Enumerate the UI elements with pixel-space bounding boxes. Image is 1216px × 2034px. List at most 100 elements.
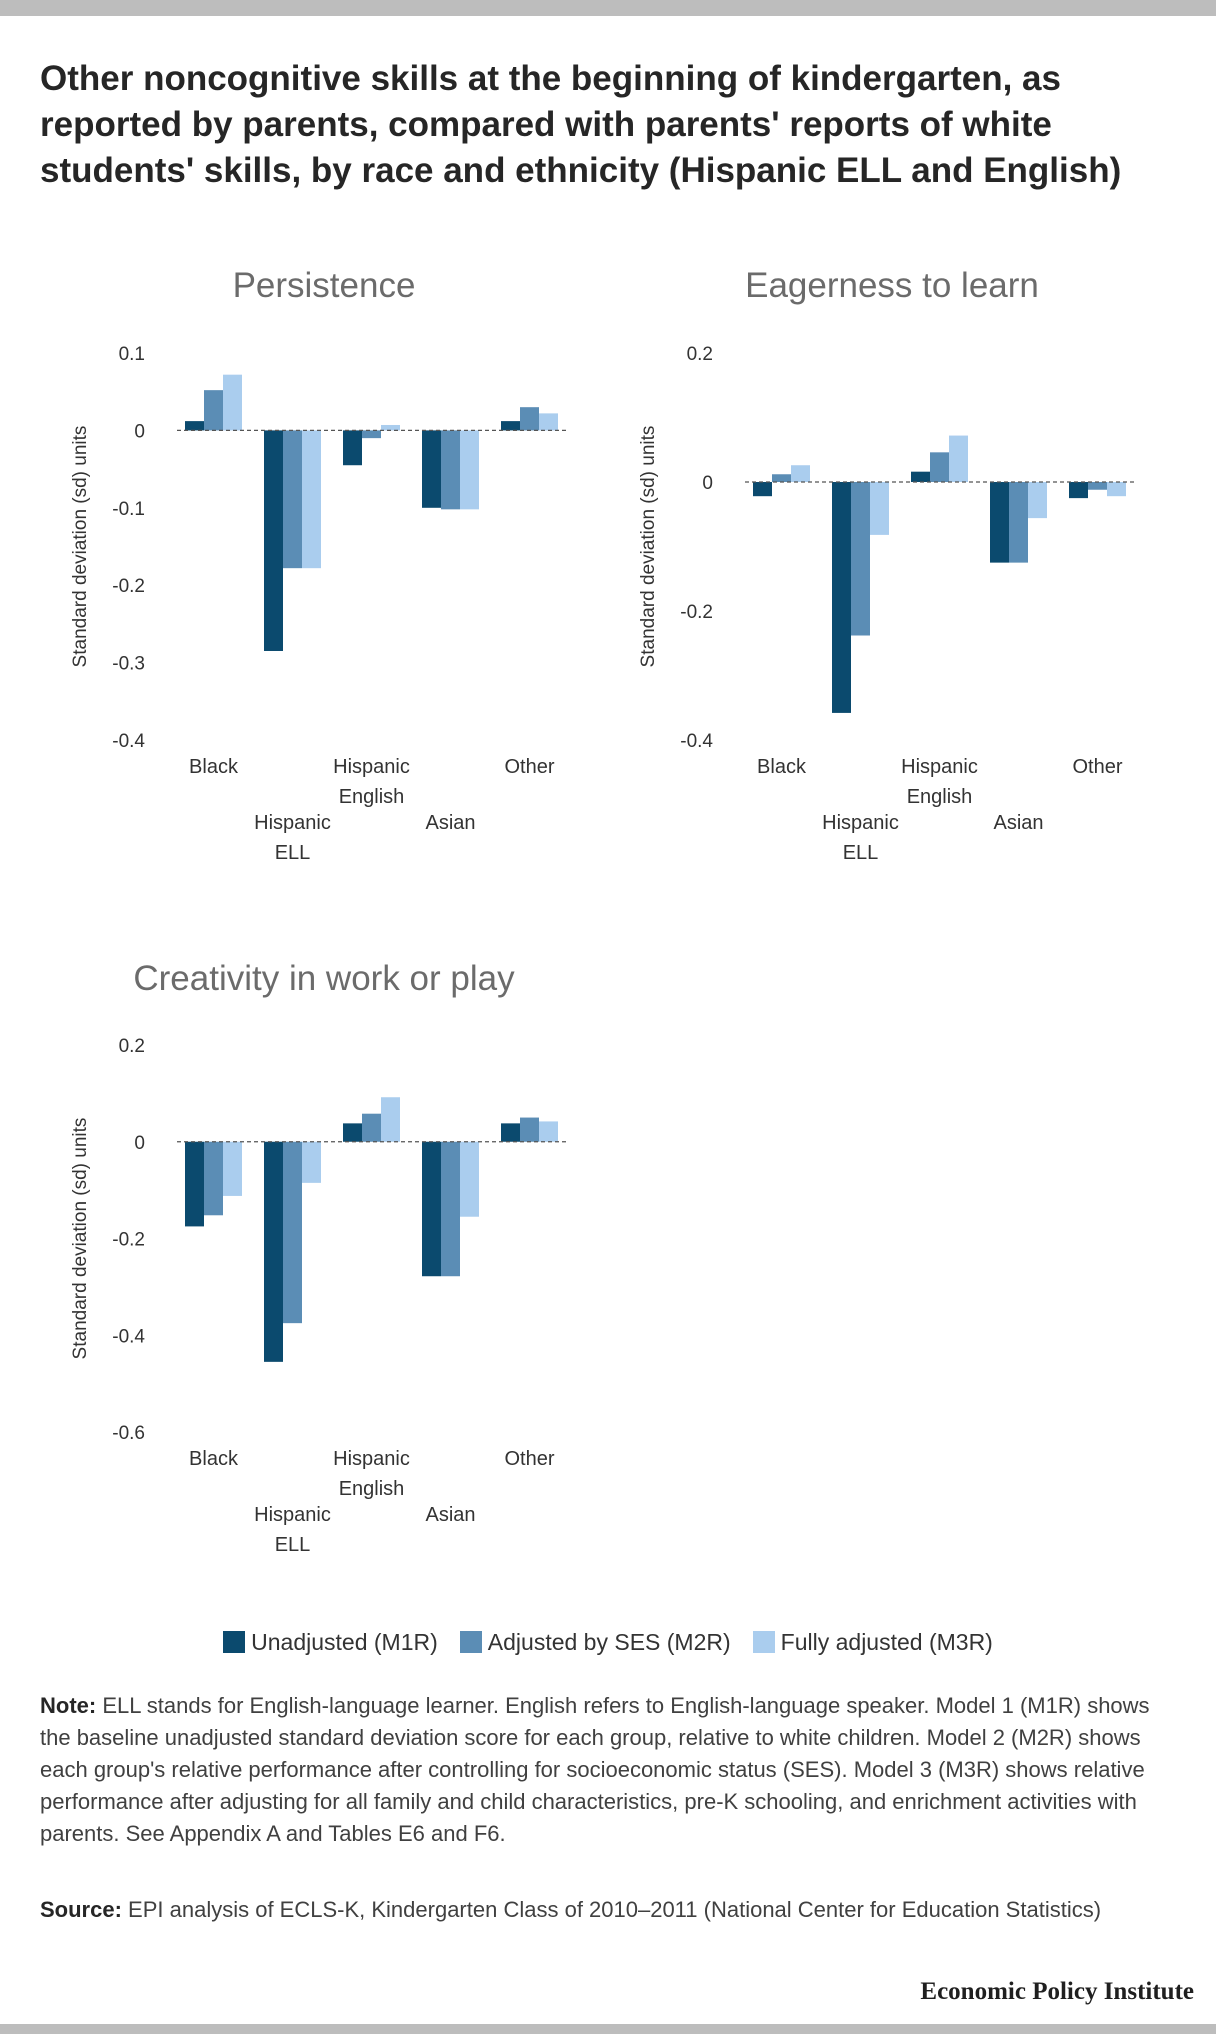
bar-other-series-2 [520, 1117, 539, 1142]
category-label: Hispanic ELL [822, 812, 899, 864]
panel-title: Eagerness to learn [745, 266, 1039, 305]
category-label: Hispanic English [901, 756, 978, 808]
y-tick-label: -0.4 [680, 731, 713, 752]
bar-asian-series-2 [441, 430, 460, 510]
category-label: Hispanic English [333, 756, 410, 808]
legend-label-ses: Adjusted by SES (M2R) [487, 1628, 731, 1655]
bar-other-series-3 [1107, 482, 1126, 497]
category-label: Other [504, 1448, 554, 1470]
source-text: EPI analysis of ECLS-K, Kindergarten Cla… [128, 1897, 1102, 1922]
bar-hispanic-english-series-1 [343, 430, 362, 466]
bar-asian-series-1 [990, 482, 1009, 563]
y-tick-label: -0.1 [112, 499, 145, 520]
bar-hispanic-ell-series-2 [851, 482, 870, 636]
category-label: Black [757, 756, 807, 778]
bar-black-series-2 [204, 390, 223, 431]
category-label: Hispanic ELL [254, 812, 331, 864]
bar-hispanic-ell-series-3 [302, 430, 321, 569]
bar-hispanic-english-series-1 [343, 1123, 362, 1142]
y-tick-label: -0.3 [112, 654, 145, 675]
bar-hispanic-ell-series-3 [302, 1141, 321, 1183]
bar-other-series-1 [501, 1123, 520, 1142]
bar-hispanic-english-series-2 [362, 1113, 381, 1142]
bar-black-series-2 [204, 1141, 223, 1216]
bar-hispanic-english-series-2 [362, 430, 381, 439]
bar-hispanic-english-series-3 [949, 435, 968, 482]
legend-item-ses: Adjusted by SES (M2R) [459, 1628, 731, 1656]
legend-swatch-full [752, 1631, 775, 1653]
bar-asian-series-2 [441, 1141, 460, 1277]
y-tick-label: 0 [702, 473, 713, 494]
y-tick-label: -0.6 [112, 1423, 145, 1444]
bar-black-series-3 [223, 1141, 242, 1196]
chart-panel-3: Creativity in work or play Standard devia… [70, 959, 566, 1556]
legend-label-unadjusted: Unadjusted (M1R) [251, 1628, 438, 1655]
bar-hispanic-english-series-3 [381, 1097, 400, 1142]
category-label: Asian [993, 812, 1043, 834]
note-label: Note: [40, 1693, 97, 1718]
legend-swatch-ses [459, 1631, 482, 1653]
bar-asian-series-3 [460, 1141, 479, 1217]
category-label: Black [189, 756, 239, 778]
y-tick-label: -0.2 [112, 1230, 145, 1251]
category-label: Hispanic English [333, 1448, 410, 1500]
y-tick-label: -0.4 [112, 731, 145, 752]
bar-hispanic-ell-series-1 [264, 1141, 283, 1362]
y-tick-label: 0 [134, 1133, 145, 1154]
bar-asian-series-1 [422, 430, 441, 508]
y-tick-label: -0.4 [112, 1326, 145, 1347]
bar-black-series-1 [185, 421, 204, 431]
y-tick-label: 0 [134, 421, 145, 442]
bar-black-series-2 [772, 474, 791, 482]
panel-title: Creativity in work or play [133, 959, 515, 998]
chart-title: Other noncognitive skills at the beginni… [40, 59, 1122, 190]
chart-panel-2: Eagerness to learn Standard deviation (sd… [638, 266, 1134, 864]
bar-asian-series-2 [1009, 482, 1028, 563]
legend: Unadjusted (M1R) Adjusted by SES (M2R) F… [0, 1624, 1216, 1660]
bar-other-series-1 [501, 421, 520, 431]
bar-asian-series-1 [422, 1141, 441, 1277]
legend-swatch-unadjusted [223, 1631, 246, 1653]
bar-hispanic-ell-series-3 [870, 482, 889, 535]
bar-black-series-3 [223, 374, 242, 431]
bar-black-series-1 [753, 482, 772, 497]
bar-hispanic-english-series-1 [911, 471, 930, 482]
bar-asian-series-3 [460, 430, 479, 510]
category-label: Hispanic ELL [254, 1504, 331, 1556]
charts-canvas: Persistence Standard deviation (sd) units… [70, 266, 1134, 1556]
bar-hispanic-ell-series-2 [283, 430, 302, 569]
y-tick-label: 0.2 [687, 344, 713, 365]
category-label: Asian [425, 812, 475, 834]
category-label: Other [1072, 756, 1122, 778]
bar-other-series-2 [520, 407, 539, 431]
category-label: Other [504, 756, 554, 778]
bar-other-series-2 [1088, 482, 1107, 490]
bar-black-series-1 [185, 1141, 204, 1227]
bottom-bar [0, 2024, 1216, 2034]
bar-black-series-3 [791, 465, 810, 482]
y-tick-label: -0.2 [112, 576, 145, 597]
legend-label-full: Fully adjusted (M3R) [780, 1628, 993, 1655]
bar-other-series-1 [1069, 482, 1088, 499]
legend-item-unadjusted: Unadjusted (M1R) [223, 1629, 438, 1656]
note: Note: ELL stands for English-language le… [40, 1690, 1180, 1850]
y-tick-label: 0.1 [119, 344, 145, 365]
bar-hispanic-english-series-3 [381, 424, 400, 431]
category-label: Black [189, 1448, 239, 1470]
y-axis-label: Standard deviation (sd) units [70, 1118, 91, 1360]
chart-panel-1: Persistence Standard deviation (sd) units… [70, 266, 566, 864]
bar-asian-series-3 [1028, 482, 1047, 519]
y-tick-label: 0.2 [119, 1036, 145, 1057]
category-label: Asian [425, 1504, 475, 1526]
brand-logo: Economic Policy Institute [920, 1978, 1194, 2005]
bar-other-series-3 [539, 413, 558, 431]
bar-hispanic-english-series-2 [930, 452, 949, 482]
y-axis-label: Standard deviation (sd) units [638, 426, 659, 668]
bar-hispanic-ell-series-1 [832, 482, 851, 713]
note-text: ELL stands for English-language learner.… [40, 1693, 1150, 1846]
bar-hispanic-ell-series-1 [264, 430, 283, 651]
source: Source: EPI analysis of ECLS-K, Kinderga… [40, 1894, 1180, 1926]
legend-item-full: Fully adjusted (M3R) [752, 1628, 993, 1656]
top-bar [0, 0, 1216, 16]
source-label: Source: [40, 1897, 122, 1922]
